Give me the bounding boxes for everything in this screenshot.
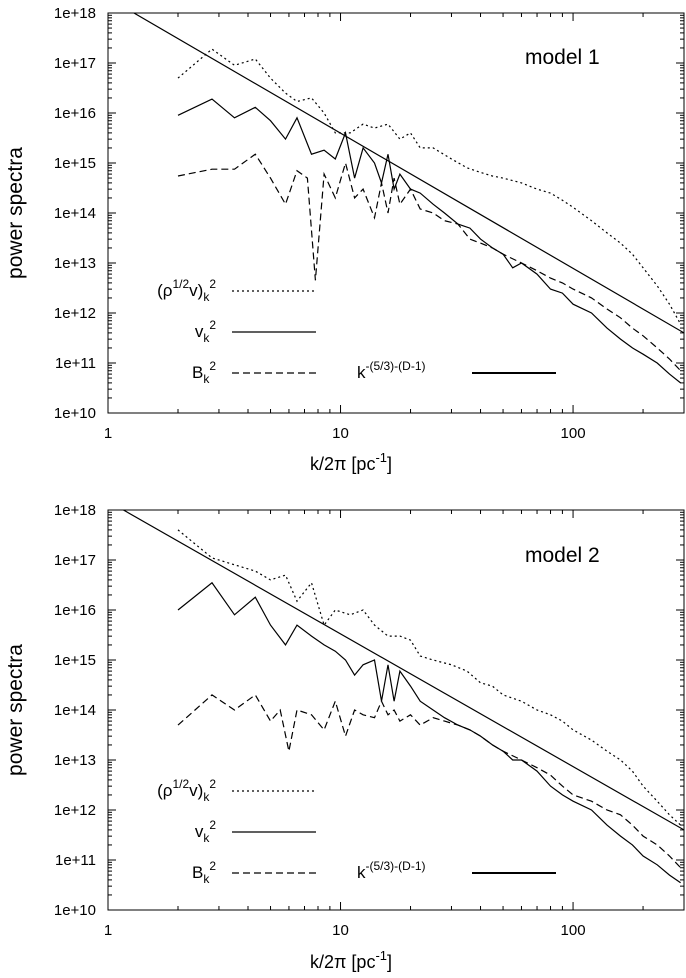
legend-entry-label: (ρ1/2v)k2 bbox=[157, 777, 216, 804]
series-power-law bbox=[132, 13, 684, 334]
y-tick-label: 1e+15 bbox=[54, 652, 96, 669]
y-tick-label: 1e+16 bbox=[54, 105, 96, 122]
x-axis-label-sup: -1 bbox=[375, 948, 387, 963]
y-tick-label: 1e+18 bbox=[54, 502, 96, 519]
x-tick-label: 100 bbox=[561, 922, 586, 939]
plot-frame bbox=[107, 509, 685, 911]
legend-entry-label: k-(5/3)-(D-1) bbox=[357, 359, 426, 382]
y-tick-label: 1e+14 bbox=[54, 205, 96, 222]
x-axis-label-main: k/2π [pc bbox=[310, 454, 375, 474]
series-rho-v-squared bbox=[177, 48, 682, 325]
x-axis-label-end: ] bbox=[387, 952, 392, 972]
series-v-squared bbox=[177, 581, 681, 884]
x-tick-label: 1 bbox=[104, 425, 112, 442]
x-tick-label: 10 bbox=[332, 425, 349, 442]
series-power-law bbox=[122, 510, 684, 831]
y-axis-label: power spectra bbox=[4, 644, 27, 776]
panel-title: model 1 bbox=[525, 46, 600, 69]
x-tick-label: 1 bbox=[104, 922, 112, 939]
x-axis-label-main: k/2π [pc bbox=[310, 952, 375, 972]
legend-entry-label: vk2 bbox=[195, 818, 217, 845]
y-tick-label: 1e+16 bbox=[54, 602, 96, 619]
series-b-squared bbox=[177, 153, 682, 372]
y-tick-label: 1e+12 bbox=[54, 802, 96, 819]
legend-entry-label: Bk2 bbox=[192, 359, 216, 386]
x-axis-label-sup: -1 bbox=[375, 450, 387, 465]
series-v-squared bbox=[177, 98, 681, 384]
y-tick-label: 1e+18 bbox=[54, 5, 96, 22]
axis-ticks: 1e+10 1e+11 1e+12 1e+13 1e+14 1e+15 1e+16 1e+17… bbox=[54, 5, 684, 442]
y-axis-label: power spectra bbox=[4, 147, 27, 279]
y-tick-label: 1e+10 bbox=[54, 902, 96, 919]
legend-entry-label: vk2 bbox=[195, 318, 217, 345]
chart-panel-model-2: power spectra 1e+101e+111e+121e+131e+141… bbox=[4, 502, 685, 972]
legend-entry-label: Bk2 bbox=[192, 859, 216, 886]
x-axis-label: k/2π [pc-1] bbox=[310, 948, 392, 972]
x-axis-label-end: ] bbox=[387, 454, 392, 474]
y-tick-label: 1e+13 bbox=[54, 752, 96, 769]
series-rho-v-squared bbox=[177, 529, 682, 826]
legend-entry-label: k-(5/3)-(D-1) bbox=[357, 859, 426, 882]
y-tick-label: 1e+13 bbox=[54, 255, 96, 272]
y-tick-label: 1e+17 bbox=[54, 55, 96, 72]
x-axis-label: k/2π [pc-1] bbox=[310, 450, 392, 474]
x-tick-label: 100 bbox=[561, 425, 586, 442]
y-tick-label: 1e+14 bbox=[54, 702, 96, 719]
panel-title: model 2 bbox=[525, 544, 600, 567]
plot-frame bbox=[107, 12, 685, 414]
axis-ticks: 1e+10 1e+11 1e+12 1e+13 1e+14 1e+15 1e+16 1e+17… bbox=[54, 502, 684, 939]
series-b-squared bbox=[177, 694, 682, 869]
y-tick-label: 1e+11 bbox=[55, 852, 96, 869]
legend: (ρ1/2v)k2 vk2 Bk2 k-(5/3)-(D-1) bbox=[157, 277, 556, 386]
legend: (ρ1/2v)k2 vk2 Bk2 k-(5/3)-(D-1) bbox=[157, 777, 556, 886]
y-tick-label: 1e+10 bbox=[54, 405, 96, 422]
y-tick-label: 1e+12 bbox=[54, 305, 96, 322]
y-tick-label: 1e+11 bbox=[55, 355, 96, 372]
data-series bbox=[132, 13, 684, 384]
y-tick-label: 1e+17 bbox=[54, 552, 96, 569]
y-tick-label: 1e+15 bbox=[54, 155, 96, 172]
data-series bbox=[122, 510, 684, 884]
x-tick-label: 10 bbox=[332, 922, 349, 939]
legend-entry-label: (ρ1/2v)k2 bbox=[157, 277, 216, 304]
chart-panel-model-1: power spectra 1e+101e+111e+121e+131e+141… bbox=[4, 5, 685, 474]
